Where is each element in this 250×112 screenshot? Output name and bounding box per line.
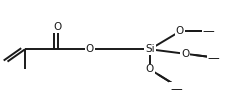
Text: O: O [86,44,94,54]
Text: O: O [176,26,184,36]
Text: Si: Si [145,44,155,54]
Text: O: O [146,64,154,74]
Text: —: — [170,83,182,96]
Text: —: — [208,52,220,65]
Text: O: O [181,49,189,59]
Text: O: O [54,22,62,32]
Text: —: — [203,25,214,38]
